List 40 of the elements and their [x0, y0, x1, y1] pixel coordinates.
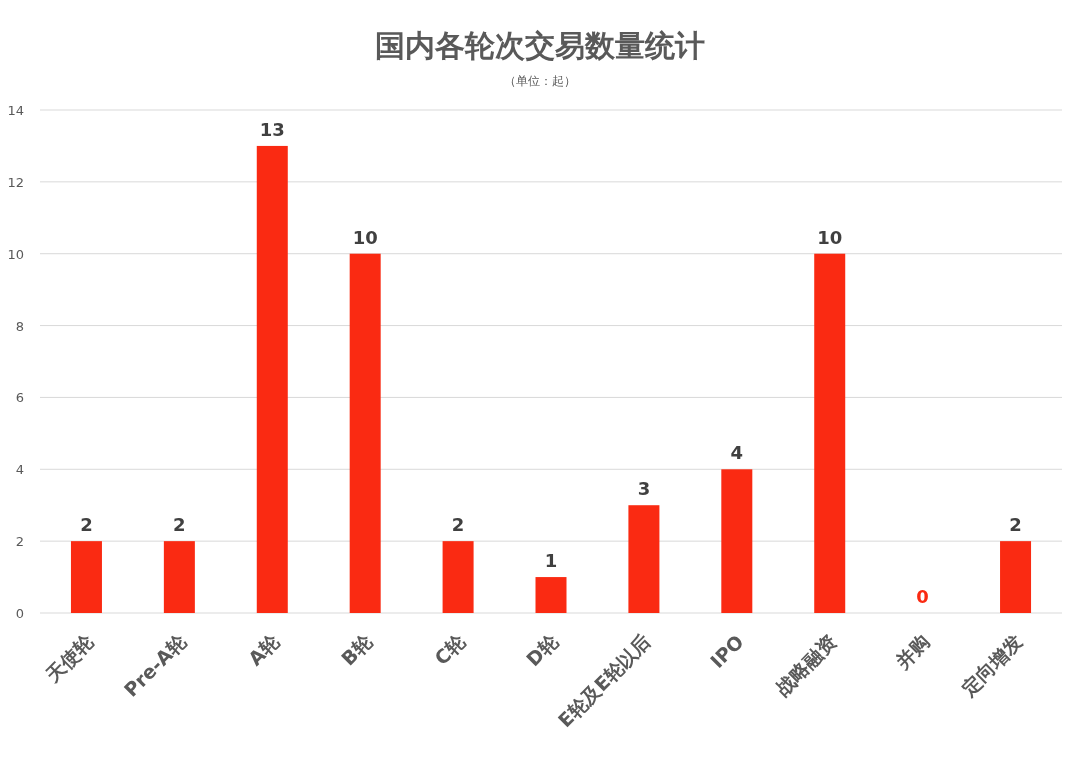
x-tick-label: 战略融资: [771, 630, 841, 700]
x-tick-label: IPO: [705, 630, 748, 673]
bar: [442, 541, 474, 613]
y-tick-label: 4: [15, 462, 24, 478]
bar: [256, 145, 288, 613]
chart-subtitle: （单位：起）: [504, 74, 576, 88]
chart-title: 国内各轮次交易数量统计: [375, 28, 705, 63]
data-label: 3: [637, 478, 651, 500]
y-tick-label: 2: [15, 534, 24, 550]
data-label: 4: [730, 442, 744, 464]
bar: [349, 253, 381, 613]
y-tick-label: 0: [15, 606, 24, 621]
x-tick-label: 天使轮: [40, 629, 98, 687]
data-label: 10: [817, 226, 843, 248]
data-label: 13: [259, 118, 285, 140]
y-tick-label: 12: [7, 174, 24, 190]
bar: [814, 253, 846, 613]
bar: [535, 577, 567, 613]
x-tick-label: C轮: [430, 629, 470, 670]
y-tick-label: 14: [7, 103, 24, 118]
data-label: 2: [1009, 514, 1022, 536]
data-label: 10: [352, 226, 378, 248]
data-label: 2: [451, 514, 465, 536]
bar: [163, 541, 195, 613]
data-label: 0: [916, 586, 929, 607]
data-label: 2: [173, 514, 186, 536]
data-label: 2: [80, 514, 93, 536]
data-label: 1: [544, 550, 558, 572]
x-tick-label: 定向增发: [956, 630, 1027, 701]
bar: [721, 469, 753, 613]
y-tick-label: 6: [15, 390, 24, 406]
x-tick-label: B轮: [336, 629, 377, 670]
y-tick-label: 10: [7, 246, 24, 262]
x-tick-label: D轮: [521, 629, 563, 671]
x-tick-label: 并购: [890, 630, 934, 674]
x-tick-label: A轮: [243, 629, 284, 670]
bar: [1000, 541, 1032, 613]
bar: [70, 541, 102, 613]
y-tick-label: 8: [15, 318, 24, 334]
bar: [628, 505, 660, 613]
